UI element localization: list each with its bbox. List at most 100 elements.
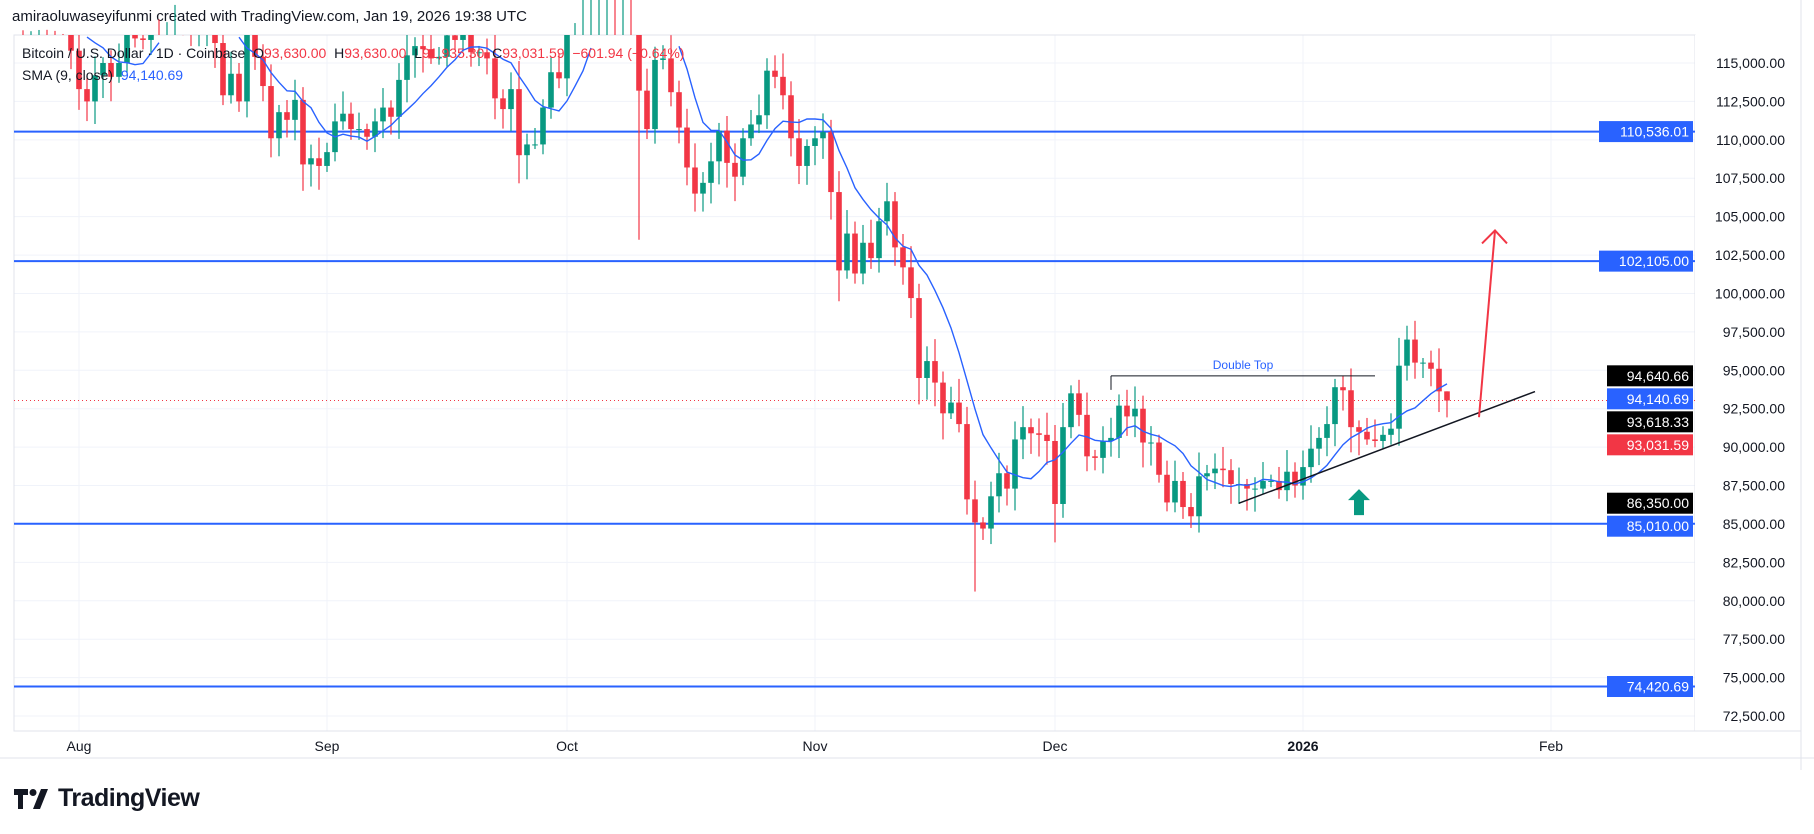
candle-body[interactable] (748, 124, 754, 139)
candle-body[interactable] (340, 113, 346, 122)
candle-body[interactable] (796, 138, 802, 166)
price-axis-bg[interactable] (1695, 35, 1801, 731)
candle-body[interactable] (492, 58, 498, 99)
candle-body[interactable] (108, 63, 114, 77)
candle-body[interactable] (1108, 437, 1114, 441)
candle-body[interactable] (1300, 467, 1306, 486)
candle-body[interactable] (1140, 408, 1146, 443)
candle-body[interactable] (212, 35, 218, 44)
candle-body[interactable] (1388, 428, 1394, 435)
candle-body[interactable] (972, 499, 978, 523)
candle-body[interactable] (820, 132, 826, 139)
candle-body[interactable] (1084, 414, 1090, 457)
candle-body[interactable] (868, 242, 874, 259)
candle-body[interactable] (564, 35, 570, 79)
candle-body[interactable] (1028, 427, 1034, 434)
tradingview-logo[interactable]: TradingView (14, 784, 200, 813)
candle-body[interactable] (1436, 368, 1442, 392)
candle-body[interactable] (1188, 507, 1194, 517)
sma-label[interactable]: SMA (9, close) (22, 67, 114, 83)
candle-body[interactable] (84, 89, 90, 102)
candle-body[interactable] (220, 43, 226, 96)
candle-body[interactable] (372, 121, 378, 137)
candle-body[interactable] (724, 130, 730, 163)
candle-body[interactable] (148, 35, 154, 40)
candle-body[interactable] (460, 35, 466, 40)
arrow-up-icon[interactable] (1348, 489, 1370, 516)
candle-body[interactable] (644, 90, 650, 130)
candle-body[interactable] (924, 361, 930, 378)
candle-body[interactable] (1076, 393, 1082, 415)
candle-body[interactable] (948, 402, 954, 414)
candle-body[interactable] (692, 167, 698, 194)
candle-body[interactable] (700, 182, 706, 194)
candle-body[interactable] (92, 75, 98, 102)
trendline[interactable] (1238, 390, 1536, 504)
candle-body[interactable] (1220, 468, 1226, 471)
candle-body[interactable] (76, 50, 82, 90)
candle-body[interactable] (1412, 339, 1418, 363)
candle-body[interactable] (236, 73, 242, 102)
candle-body[interactable] (676, 92, 682, 128)
candle-body[interactable] (828, 132, 834, 193)
candle-body[interactable] (908, 267, 914, 299)
symbol-name[interactable]: Bitcoin / U.S. Dollar · 1D · Coinbase (22, 45, 246, 61)
candle-body[interactable] (420, 46, 426, 50)
candle-body[interactable] (844, 233, 850, 271)
candle-body[interactable] (732, 162, 738, 177)
candle-body[interactable] (348, 113, 354, 130)
candle-body[interactable] (804, 145, 810, 166)
candle-body[interactable] (1164, 474, 1170, 503)
candle-body[interactable] (1004, 473, 1010, 489)
candle-body[interactable] (892, 201, 898, 248)
candle-body[interactable] (1316, 437, 1322, 449)
candle-body[interactable] (716, 130, 722, 162)
candle-body[interactable] (116, 63, 122, 77)
candle-body[interactable] (516, 89, 522, 156)
candle-body[interactable] (836, 192, 842, 271)
candle-body[interactable] (1036, 433, 1042, 435)
candle-body[interactable] (1372, 439, 1378, 441)
candle-body[interactable] (636, 35, 642, 91)
candle-body[interactable] (788, 95, 794, 139)
candle-body[interactable] (132, 35, 138, 39)
candle-body[interactable] (364, 129, 370, 137)
candle-body[interactable] (540, 107, 546, 145)
candle-body[interactable] (684, 127, 690, 168)
candle-body[interactable] (1420, 362, 1426, 364)
candle-body[interactable] (252, 35, 258, 57)
candle-body[interactable] (380, 107, 386, 122)
candle-body[interactable] (956, 402, 962, 425)
candle-body[interactable] (1380, 434, 1386, 441)
candle-body[interactable] (780, 76, 786, 96)
candle-body[interactable] (964, 424, 970, 500)
candle-body[interactable] (1324, 424, 1330, 438)
candle-body[interactable] (548, 72, 554, 108)
candle-body[interactable] (1308, 448, 1314, 468)
candle-body[interactable] (532, 144, 538, 146)
candle-body[interactable] (260, 56, 266, 87)
candle-body[interactable] (228, 73, 234, 96)
candle-body[interactable] (1196, 476, 1202, 517)
candle-body[interactable] (660, 58, 666, 60)
candle-body[interactable] (100, 63, 106, 76)
candle-body[interactable] (740, 138, 746, 177)
candle-body[interactable] (428, 49, 434, 59)
candle-body[interactable] (1092, 456, 1098, 458)
candle-body[interactable] (884, 201, 890, 222)
candle-body[interactable] (1100, 440, 1106, 458)
candle-body[interactable] (1284, 471, 1290, 491)
candle-body[interactable] (1332, 387, 1338, 425)
candle-body[interactable] (1156, 442, 1162, 475)
candle-body[interactable] (1148, 442, 1154, 444)
candle-body[interactable] (316, 158, 322, 166)
candle-body[interactable] (668, 58, 674, 93)
candle-body[interactable] (1180, 480, 1186, 508)
candle-body[interactable] (1060, 427, 1066, 504)
candle-body[interactable] (476, 52, 482, 54)
candle-body[interactable] (244, 35, 250, 102)
candle-body[interactable] (708, 161, 714, 183)
candle-body[interactable] (756, 115, 762, 125)
candle-body[interactable] (268, 86, 274, 139)
